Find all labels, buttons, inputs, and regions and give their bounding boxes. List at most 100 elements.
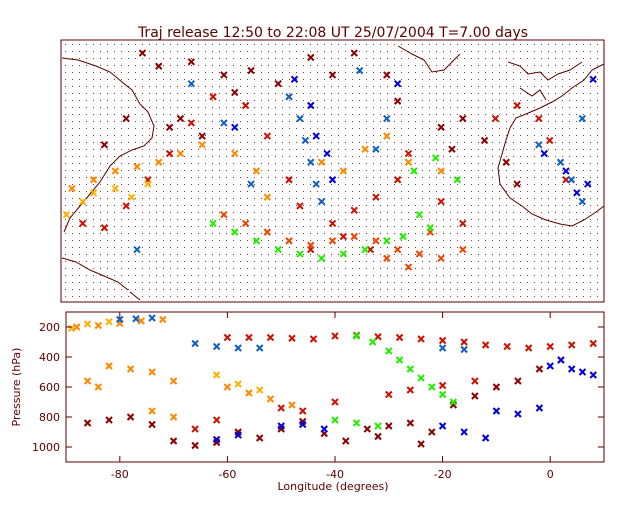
grid-dot bbox=[345, 135, 346, 136]
grid-dot bbox=[492, 184, 493, 185]
grid-dot bbox=[93, 100, 94, 101]
grid-dot bbox=[555, 296, 556, 297]
grid-dot bbox=[457, 163, 458, 164]
grid-dot bbox=[268, 296, 269, 297]
grid-dot bbox=[387, 149, 388, 150]
grid-dot bbox=[443, 114, 444, 115]
grid-dot bbox=[142, 156, 143, 157]
grid-dot bbox=[233, 282, 234, 283]
grid-dot bbox=[513, 142, 514, 143]
grid-dot bbox=[485, 233, 486, 234]
grid-dot bbox=[142, 58, 143, 59]
grid-dot bbox=[261, 212, 262, 213]
grid-dot bbox=[541, 240, 542, 241]
grid-dot bbox=[520, 282, 521, 283]
grid-dot bbox=[163, 219, 164, 220]
grid-dot bbox=[576, 282, 577, 283]
grid-dot bbox=[212, 275, 213, 276]
grid-dot bbox=[240, 163, 241, 164]
grid-dot bbox=[485, 86, 486, 87]
grid-dot bbox=[548, 177, 549, 178]
map-point bbox=[285, 176, 293, 184]
grid-dot bbox=[422, 156, 423, 157]
grid-dot bbox=[548, 58, 549, 59]
grid-dot bbox=[450, 44, 451, 45]
grid-dot bbox=[289, 191, 290, 192]
grid-dot bbox=[359, 51, 360, 52]
grid-dot bbox=[142, 254, 143, 255]
grid-dot bbox=[212, 128, 213, 129]
grid-dot bbox=[156, 135, 157, 136]
grid-dot bbox=[198, 149, 199, 150]
grid-dot bbox=[100, 275, 101, 276]
grid-dot bbox=[590, 233, 591, 234]
grid-dot bbox=[520, 51, 521, 52]
grid-dot bbox=[198, 51, 199, 52]
grid-dot bbox=[478, 86, 479, 87]
grid-dot bbox=[72, 198, 73, 199]
grid-dot bbox=[121, 240, 122, 241]
grid-dot bbox=[373, 100, 374, 101]
grid-dot bbox=[583, 65, 584, 66]
grid-dot bbox=[282, 121, 283, 122]
grid-dot bbox=[324, 226, 325, 227]
grid-dot bbox=[79, 58, 80, 59]
grid-dot bbox=[394, 163, 395, 164]
grid-dot bbox=[86, 177, 87, 178]
grid-dot bbox=[296, 184, 297, 185]
grid-dot bbox=[457, 142, 458, 143]
grid-dot bbox=[366, 240, 367, 241]
grid-dot bbox=[415, 219, 416, 220]
grid-dot bbox=[436, 100, 437, 101]
grid-dot bbox=[317, 114, 318, 115]
grid-dot bbox=[303, 261, 304, 262]
grid-dot bbox=[275, 135, 276, 136]
grid-dot bbox=[583, 114, 584, 115]
grid-dot bbox=[576, 107, 577, 108]
grid-dot bbox=[520, 128, 521, 129]
grid-dot bbox=[338, 44, 339, 45]
grid-dot bbox=[184, 149, 185, 150]
grid-dot bbox=[457, 247, 458, 248]
grid-dot bbox=[506, 65, 507, 66]
grid-dot bbox=[471, 268, 472, 269]
grid-dot bbox=[485, 79, 486, 80]
grid-dot bbox=[366, 282, 367, 283]
grid-dot bbox=[226, 184, 227, 185]
grid-dot bbox=[275, 184, 276, 185]
grid-dot bbox=[142, 93, 143, 94]
grid-dot bbox=[576, 149, 577, 150]
grid-dot bbox=[93, 198, 94, 199]
grid-dot bbox=[555, 135, 556, 136]
grid-dot bbox=[156, 149, 157, 150]
map-point bbox=[220, 210, 228, 219]
map-point bbox=[355, 66, 364, 75]
grid-dot bbox=[569, 240, 570, 241]
grid-dot bbox=[121, 86, 122, 87]
grid-dot bbox=[100, 65, 101, 66]
grid-dot bbox=[93, 261, 94, 262]
grid-dot bbox=[142, 247, 143, 248]
grid-dot bbox=[450, 170, 451, 171]
grid-dot bbox=[128, 226, 129, 227]
grid-dot bbox=[534, 219, 535, 220]
profile-point bbox=[266, 333, 275, 342]
grid-dot bbox=[289, 121, 290, 122]
grid-dot bbox=[380, 289, 381, 290]
grid-dot bbox=[380, 156, 381, 157]
grid-dot bbox=[471, 184, 472, 185]
grid-dot bbox=[177, 142, 178, 143]
grid-dot bbox=[492, 233, 493, 234]
grid-dot bbox=[555, 177, 556, 178]
grid-dot bbox=[212, 233, 213, 234]
grid-dot bbox=[422, 107, 423, 108]
grid-dot bbox=[324, 268, 325, 269]
grid-dot bbox=[331, 184, 332, 185]
grid-dot bbox=[205, 135, 206, 136]
grid-dot bbox=[296, 198, 297, 199]
map-point bbox=[383, 114, 391, 123]
grid-dot bbox=[429, 184, 430, 185]
grid-dot bbox=[359, 247, 360, 248]
grid-dot bbox=[191, 205, 192, 206]
grid-dot bbox=[597, 226, 598, 227]
